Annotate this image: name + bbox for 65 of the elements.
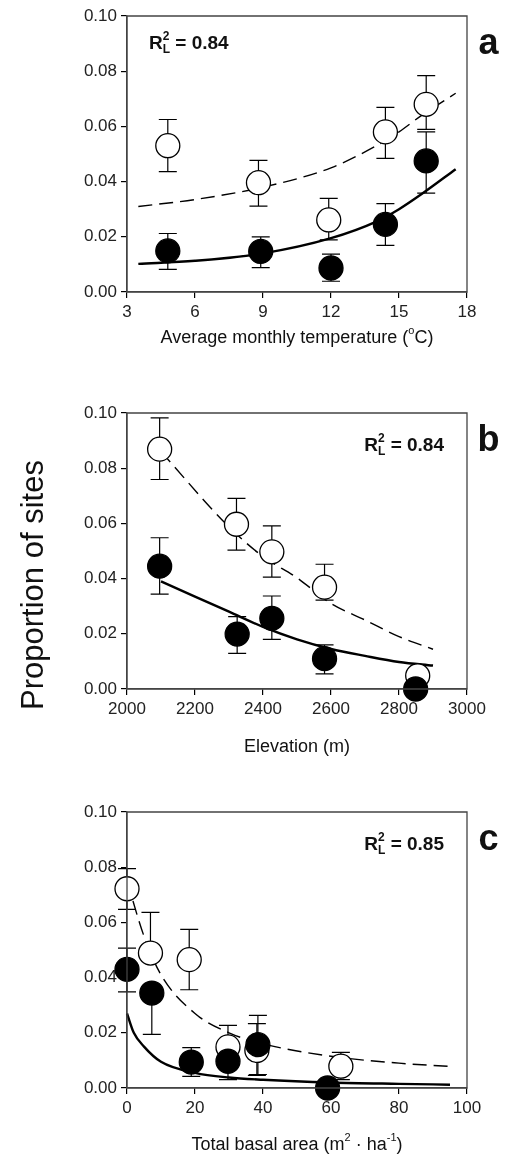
point [372,119,399,145]
point [146,553,173,579]
y-tick-label: 0.06 [83,513,117,533]
point [316,207,342,233]
text: a [478,20,500,62]
y-tick-label: 0.10 [83,5,117,25]
y-tick-label: 0.02 [83,226,117,246]
x-tick-label: 2200 [176,698,214,718]
y-axis-title: Proportion of sites [14,460,50,710]
y-tick-label: 0.04 [83,967,117,987]
point [155,238,181,264]
point [314,1075,341,1101]
point [146,436,173,462]
point [259,539,285,565]
y-tick-label: 0.10 [83,402,117,422]
point [245,1032,271,1058]
y-tick-label: 0.06 [83,116,117,136]
x-tick-label: 3 [122,301,132,321]
y-tick-label: 0.04 [83,171,117,191]
y-tick-label: 0.02 [83,1022,117,1042]
x-tick-label: 6 [190,301,200,321]
x-tick-label: 3000 [448,698,486,718]
text: c [478,816,499,858]
point [245,170,272,196]
point [215,1048,241,1074]
point [259,605,285,631]
point [403,676,429,702]
point [223,511,250,537]
y-tick-label: 0.08 [83,60,117,80]
y-tick-label: 0.00 [83,281,117,301]
point [413,91,439,117]
x-tick-label: 18 [457,301,477,321]
x-tick-label: 40 [253,1097,273,1117]
x-tick-label: 80 [389,1097,409,1117]
x-tick-label: 20 [185,1097,205,1117]
point [155,133,181,159]
point [372,211,399,238]
x-axis-title: Elevation (m) [243,735,351,756]
y-tick-label: 0.06 [83,912,117,932]
y-tick-label: 0.10 [83,801,117,821]
point [114,876,140,902]
x-tick-label: 60 [321,1097,341,1117]
point [311,574,338,600]
point [176,947,202,973]
x-tick-label: 2800 [380,698,418,718]
point [413,148,439,174]
y-tick-label: 0.08 [83,856,117,876]
x-tick-label: 2400 [244,698,282,718]
y-tick-label: 0.02 [83,623,117,643]
x-tick-label: 0 [122,1097,132,1117]
y-tick-label: 0.08 [83,457,117,477]
x-tick-label: 12 [321,301,341,321]
x-tick-label: 2600 [312,698,350,718]
x-tick-label: 9 [258,301,268,321]
y-tick-label: 0.04 [83,568,117,588]
point [224,621,250,647]
point [137,940,164,966]
y-tick-label: 0.00 [83,1077,117,1097]
x-tick-label: 2000 [108,698,146,718]
y-tick-label: 0.00 [83,678,117,698]
x-tick-label: 100 [452,1097,482,1117]
text: b [477,417,500,459]
point [139,980,165,1006]
line-series [137,92,457,208]
x-tick-label: 15 [389,301,409,321]
